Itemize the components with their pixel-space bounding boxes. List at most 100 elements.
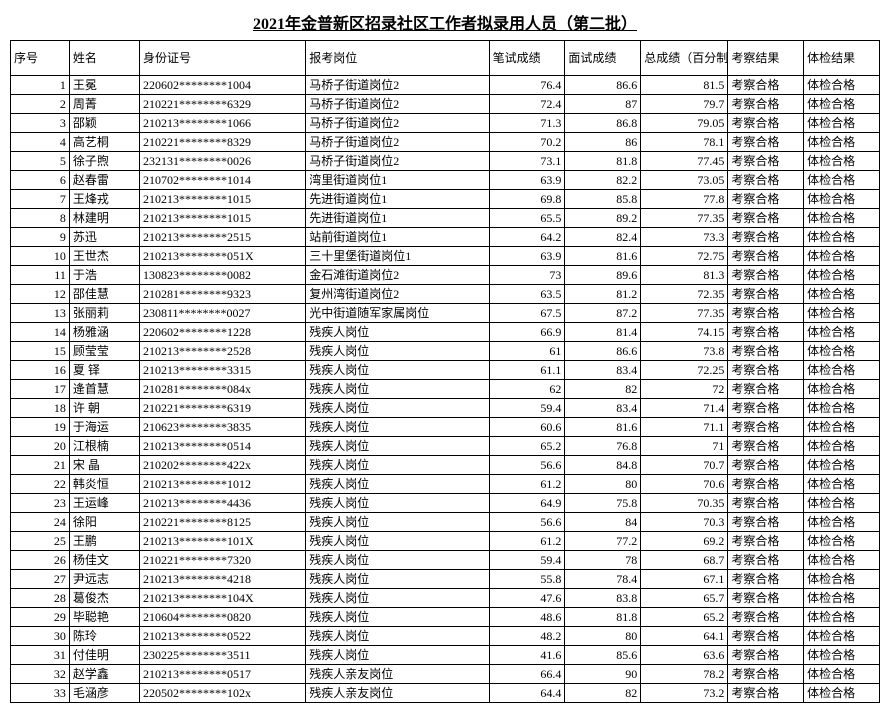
cell: 78.2 — [641, 665, 728, 684]
cell: 体检合格 — [804, 171, 880, 190]
table-row: 25王鹏210213********101X残疾人岗位61.277.269.2考… — [11, 532, 880, 551]
cell: 210213********051X — [139, 247, 305, 266]
cell: 210213********1015 — [139, 209, 305, 228]
cell: 考察合格 — [728, 133, 804, 152]
cell: 体检合格 — [804, 627, 880, 646]
table-row: 6赵春雷210702********1014湾里街道岗位163.982.273.… — [11, 171, 880, 190]
cell: 67.1 — [641, 570, 728, 589]
cell: 25 — [11, 532, 70, 551]
cell: 210221********6319 — [139, 399, 305, 418]
cell: 90 — [565, 665, 641, 684]
cell: 210623********3835 — [139, 418, 305, 437]
cell: 83.4 — [565, 399, 641, 418]
cell: 考察合格 — [728, 95, 804, 114]
cell: 残疾人岗位 — [306, 342, 489, 361]
cell: 体检合格 — [804, 494, 880, 513]
cell: 1 — [11, 76, 70, 95]
cell: 82 — [565, 684, 641, 703]
cell: 残疾人岗位 — [306, 437, 489, 456]
cell: 62 — [489, 380, 565, 399]
cell: 210221********8329 — [139, 133, 305, 152]
cell: 56.6 — [489, 456, 565, 475]
cell: 73.1 — [489, 152, 565, 171]
cell: 10 — [11, 247, 70, 266]
cell: 周菁 — [69, 95, 139, 114]
table-row: 27尹远志210213********4218残疾人岗位55.878.467.1… — [11, 570, 880, 589]
cell: 体检合格 — [804, 304, 880, 323]
cell: 毛涵彦 — [69, 684, 139, 703]
col-header: 总成绩（百分制） — [641, 41, 728, 76]
cell: 76.8 — [565, 437, 641, 456]
cell: 体检合格 — [804, 570, 880, 589]
cell: 考察合格 — [728, 475, 804, 494]
cell: 毕聪艳 — [69, 608, 139, 627]
cell: 81.8 — [565, 152, 641, 171]
table-row: 1王冕220602********1004马桥子街道岗位276.486.681.… — [11, 76, 880, 95]
cell: 许 朝 — [69, 399, 139, 418]
cell: 76.4 — [489, 76, 565, 95]
cell: 210213********104X — [139, 589, 305, 608]
cell: 残疾人岗位 — [306, 456, 489, 475]
cell: 81.6 — [565, 418, 641, 437]
cell: 考察合格 — [728, 608, 804, 627]
cell: 73.05 — [641, 171, 728, 190]
cell: 15 — [11, 342, 70, 361]
cell: 21 — [11, 456, 70, 475]
cell: 马桥子街道岗位2 — [306, 133, 489, 152]
cell: 210221********8125 — [139, 513, 305, 532]
cell: 王冕 — [69, 76, 139, 95]
cell: 81.6 — [565, 247, 641, 266]
cell: 考察合格 — [728, 152, 804, 171]
cell: 体检合格 — [804, 684, 880, 703]
cell: 28 — [11, 589, 70, 608]
cell: 马桥子街道岗位2 — [306, 76, 489, 95]
cell: 24 — [11, 513, 70, 532]
cell: 210213********2528 — [139, 342, 305, 361]
cell: 体检合格 — [804, 266, 880, 285]
table-row: 18许 朝210221********6319残疾人岗位59.483.471.4… — [11, 399, 880, 418]
cell: 体检合格 — [804, 133, 880, 152]
cell: 68.7 — [641, 551, 728, 570]
cell: 尹远志 — [69, 570, 139, 589]
cell: 80 — [565, 627, 641, 646]
cell: 82.4 — [565, 228, 641, 247]
table-row: 26杨佳文210221********7320残疾人岗位59.47868.7考察… — [11, 551, 880, 570]
cell: 48.2 — [489, 627, 565, 646]
cell: 210221********7320 — [139, 551, 305, 570]
cell: 考察合格 — [728, 494, 804, 513]
cell: 邵颖 — [69, 114, 139, 133]
cell: 徐子煦 — [69, 152, 139, 171]
cell: 26 — [11, 551, 70, 570]
cell: 考察合格 — [728, 361, 804, 380]
cell: 王鹏 — [69, 532, 139, 551]
cell: 王运峰 — [69, 494, 139, 513]
cell: 考察合格 — [728, 171, 804, 190]
cell: 残疾人岗位 — [306, 646, 489, 665]
cell: 61.2 — [489, 532, 565, 551]
table-row: 29毕聪艳210604********0820残疾人岗位48.681.865.2… — [11, 608, 880, 627]
cell: 站前街道岗位1 — [306, 228, 489, 247]
table-row: 11于浩130823********0082金石滩街道岗位27389.681.3… — [11, 266, 880, 285]
cell: 69.8 — [489, 190, 565, 209]
cell: 230225********3511 — [139, 646, 305, 665]
cell: 63.9 — [489, 247, 565, 266]
cell: 65.2 — [489, 437, 565, 456]
cell: 夏 铎 — [69, 361, 139, 380]
cell: 体检合格 — [804, 114, 880, 133]
cell: 17 — [11, 380, 70, 399]
table-row: 19于海运210623********3835残疾人岗位60.681.671.1… — [11, 418, 880, 437]
cell: 87.2 — [565, 304, 641, 323]
cell: 73.8 — [641, 342, 728, 361]
cell: 杨雅涵 — [69, 323, 139, 342]
cell: 48.6 — [489, 608, 565, 627]
cell: 体检合格 — [804, 399, 880, 418]
cell: 86.6 — [565, 76, 641, 95]
cell: 考察合格 — [728, 418, 804, 437]
cell: 考察合格 — [728, 209, 804, 228]
cell: 56.6 — [489, 513, 565, 532]
cell: 220602********1004 — [139, 76, 305, 95]
cell: 于浩 — [69, 266, 139, 285]
cell: 74.15 — [641, 323, 728, 342]
col-header: 报考岗位 — [306, 41, 489, 76]
cell: 金石滩街道岗位2 — [306, 266, 489, 285]
